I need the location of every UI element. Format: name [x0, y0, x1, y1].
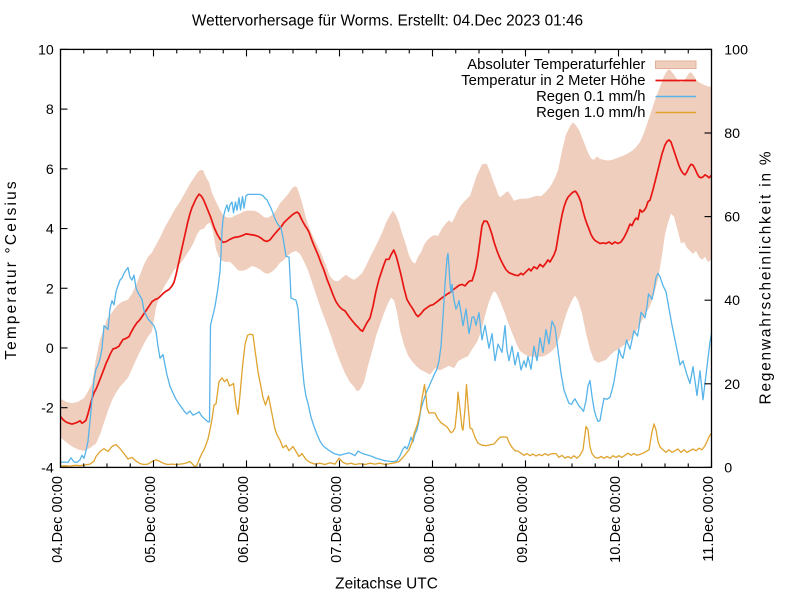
svg-text:09.Dec 00:00: 09.Dec 00:00	[515, 476, 531, 563]
svg-text:2: 2	[46, 281, 54, 297]
svg-text:40: 40	[724, 293, 740, 309]
svg-text:6: 6	[46, 162, 54, 178]
svg-text:07.Dec 00:00: 07.Dec 00:00	[329, 476, 345, 563]
svg-text:Regen 0.1 mm/h: Regen 0.1 mm/h	[536, 89, 645, 105]
svg-text:Regenwahrscheinlichkeit in %: Regenwahrscheinlichkeit in %	[758, 150, 775, 405]
svg-text:-2: -2	[41, 401, 54, 417]
svg-text:10.Dec 00:00: 10.Dec 00:00	[608, 476, 624, 563]
svg-text:05.Dec 00:00: 05.Dec 00:00	[143, 476, 159, 563]
svg-text:Temperatur °Celsius: Temperatur °Celsius	[3, 179, 20, 360]
svg-text:4: 4	[46, 222, 54, 238]
svg-text:08.Dec 00:00: 08.Dec 00:00	[422, 476, 438, 563]
svg-text:-4: -4	[41, 460, 54, 476]
svg-text:Wettervorhersage für Worms. Er: Wettervorhersage für Worms. Erstellt: 04…	[192, 13, 583, 30]
svg-text:0: 0	[724, 460, 732, 476]
svg-text:11.Dec 00:00: 11.Dec 00:00	[701, 476, 717, 562]
svg-text:80: 80	[724, 126, 740, 142]
svg-text:60: 60	[724, 210, 740, 226]
svg-text:Absoluter Temperaturfehler: Absoluter Temperaturfehler	[467, 57, 645, 73]
svg-text:Zeitachse UTC: Zeitachse UTC	[335, 576, 438, 593]
svg-text:10: 10	[38, 42, 54, 58]
svg-text:Regen 1.0 mm/h: Regen 1.0 mm/h	[536, 105, 645, 121]
svg-text:20: 20	[724, 377, 740, 393]
svg-text:8: 8	[46, 102, 54, 118]
svg-text:Temperatur in 2 Meter Höhe: Temperatur in 2 Meter Höhe	[461, 73, 645, 89]
svg-text:04.Dec 00:00: 04.Dec 00:00	[50, 476, 66, 563]
svg-text:0: 0	[46, 341, 54, 357]
svg-text:06.Dec 00:00: 06.Dec 00:00	[236, 476, 252, 563]
svg-text:100: 100	[724, 42, 748, 58]
